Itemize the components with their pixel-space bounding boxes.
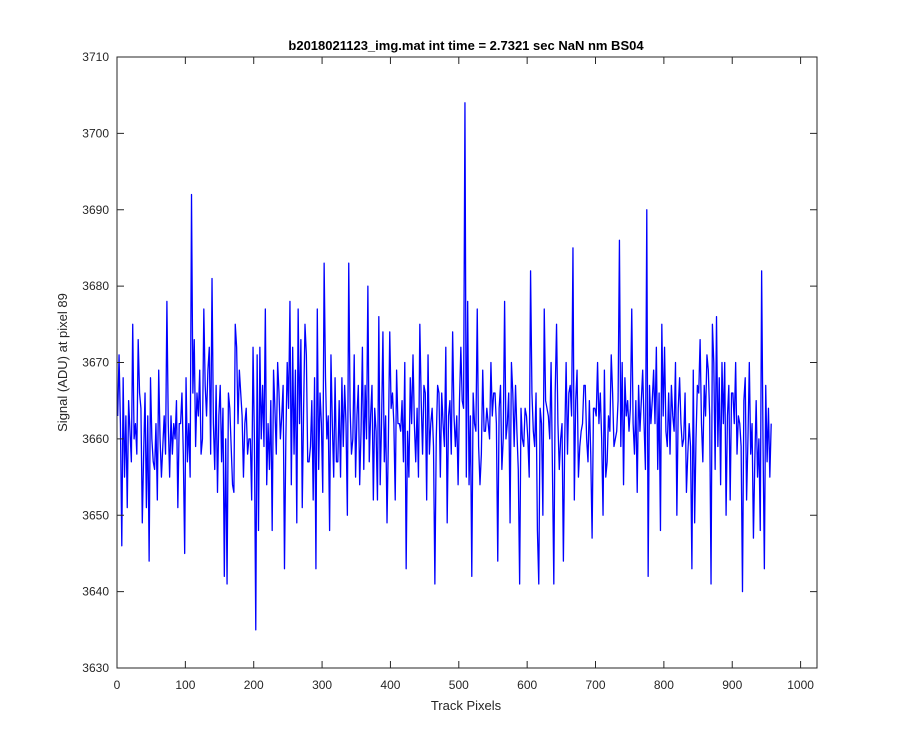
x-tick-label: 800 [654, 678, 674, 692]
y-tick-label: 3690 [82, 203, 109, 217]
x-tick-label: 300 [312, 678, 332, 692]
x-tick-label: 200 [244, 678, 264, 692]
y-axis: 3630 3640 3650 3660 3670 3680 3690 3700 3710 [82, 50, 817, 675]
x-tick-label: 700 [586, 678, 606, 692]
x-tick-label: 500 [449, 678, 469, 692]
y-tick-label: 3670 [82, 356, 109, 370]
y-tick-label: 3650 [82, 508, 109, 522]
chart-title: b2018021123_img.mat int time = 2.7321 se… [288, 38, 644, 53]
y-tick-label: 3660 [82, 432, 109, 446]
x-tick-label: 0 [114, 678, 121, 692]
y-tick-label: 3700 [82, 126, 109, 140]
y-axis-label: Signal (ADU) at pixel 89 [55, 293, 70, 432]
x-axis-label: Track Pixels [431, 698, 502, 713]
series-line-0 [117, 102, 772, 631]
y-tick-label: 3710 [82, 50, 109, 64]
x-tick-label: 100 [175, 678, 195, 692]
x-tick-label: 1000 [787, 678, 814, 692]
x-tick-label: 900 [722, 678, 742, 692]
x-tick-label: 600 [517, 678, 537, 692]
y-tick-label: 3630 [82, 661, 109, 675]
x-axis: 0 100 200 300 400 500 600 700 800 900 1000 [114, 57, 814, 692]
series-group [117, 102, 772, 631]
y-tick-label: 3640 [82, 585, 109, 599]
y-tick-label: 3680 [82, 279, 109, 293]
x-tick-label: 400 [380, 678, 400, 692]
